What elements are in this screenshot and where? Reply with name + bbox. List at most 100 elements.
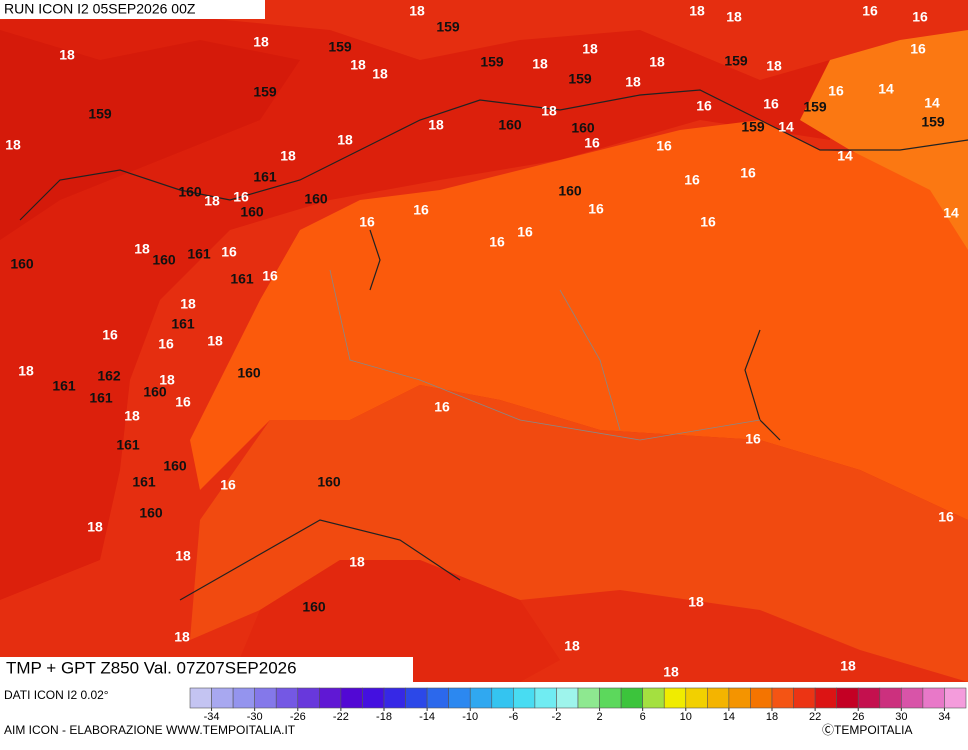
colorbar-tick-label: -2 [552,711,562,723]
regional-border [329,269,761,441]
contour-label: 161 [116,437,140,453]
map-title: TMP + GPT Z850 Val. 07Z07SEP2026 [6,658,297,677]
contour-label: 18 [280,148,296,164]
colorbar-box [211,687,234,709]
colorbar-box [405,687,428,709]
plain-region [190,120,968,520]
contour-label: 16 [745,431,761,447]
contour-label: 18 [175,548,191,564]
colorbar-box [383,687,406,709]
contour-label: 16 [221,244,237,260]
contour-label: 159 [253,84,277,100]
contour-label: 159 [436,19,460,35]
contour-label: 16 [584,135,600,151]
contour-label: 18 [688,594,704,610]
contour-label: 18 [18,363,34,379]
title-box [0,657,413,682]
contour-label: 14 [878,81,894,97]
contour-label: 160 [317,474,341,490]
alpine-border [19,89,968,221]
contour-label: 16 [912,9,928,25]
colorbar-tick-label: -30 [247,711,263,723]
contour-label: 18 [532,56,548,72]
colorbar-box [340,687,363,709]
contour-label: 18 [204,193,220,209]
colorbar-box [728,687,751,709]
contour-label: 16 [828,83,844,99]
colorbar-box [232,687,255,709]
contour-label: 159 [724,53,748,69]
contour-label: 16 [220,477,236,493]
colorbar-tick-label: 18 [766,711,778,723]
contour-label: 160 [240,204,264,220]
colorbar-box [620,687,643,709]
contour-label: 160 [143,384,167,400]
colorbar-box [556,687,579,709]
contour-label: 18 [349,554,365,570]
contour-label: 18 [180,296,196,312]
header-box [0,0,265,19]
contour-label: 16 [158,336,174,352]
contour-label: 159 [568,71,592,87]
contour-label: 14 [778,119,794,135]
contour-label: 159 [741,119,765,135]
colorbar: -34 -30 -26 -22 -18 -14 -10 -6 -2 2 6 10 14 18 22 26 30 3… [189,687,967,723]
contour-label: 16 [175,394,191,410]
colorbar-box [793,687,816,709]
contour-label: 16 [413,202,429,218]
colorbar-tick-label: 10 [680,711,692,723]
contour-label: 18 [5,137,21,153]
contour-label: 16 [910,41,926,57]
contour-label: 14 [924,95,940,111]
colorbar-box [362,687,385,709]
colorbar-tick-label: 2 [596,711,602,723]
contour-label: 16 [262,268,278,284]
contour-label: 160 [152,252,176,268]
contour-label: 18 [159,372,175,388]
contour-label: 160 [304,191,328,207]
contour-label: 18 [625,74,641,90]
colorbar-box [577,687,600,709]
contour-label: 161 [132,474,156,490]
dark-red-region [0,30,300,240]
contour-label: 16 [233,189,249,205]
contour-label: 18 [649,54,665,70]
contour-label: 16 [489,234,505,250]
contour-label: 16 [763,96,779,112]
contour-label: 18 [207,333,223,349]
colorbar-box [513,687,536,709]
colorbar-box [642,687,665,709]
contour-label: 160 [558,183,582,199]
contour-label: 160 [237,365,261,381]
colorbar-box [469,687,493,709]
colorbar-tick-label: -6 [508,711,518,723]
colorbar-box [879,687,902,709]
contour-label: 18 [253,34,269,50]
colorbar-box [319,687,342,709]
contour-label: 16 [740,165,756,181]
regional-borders [329,269,761,441]
south-region [190,385,968,682]
contour-label: 161 [230,271,254,287]
contour-label: 161 [171,316,195,332]
colorbar-tick-label: 26 [852,711,864,723]
colorbar-box [707,687,730,709]
contour-label: 18 [174,629,190,645]
contour-label: 159 [803,99,827,115]
contour-label: 16 [434,399,450,415]
colorbar-box [901,687,924,709]
contour-label: 160 [571,120,595,136]
colorbar-tick-label: -10 [462,711,478,723]
colorbar-tick-label: -26 [290,711,306,723]
contour-label: 161 [253,169,277,185]
contour-label: 160 [163,458,187,474]
contour-label: 16 [588,201,604,217]
colorbar-tick-label: 22 [809,711,821,723]
contour-label: 14 [837,148,853,164]
contour-label: 16 [102,327,118,343]
colorbar-box [944,687,967,709]
contour-label: 161 [187,246,211,262]
colorbar-box [814,687,837,709]
contour-label: 161 [52,378,76,394]
